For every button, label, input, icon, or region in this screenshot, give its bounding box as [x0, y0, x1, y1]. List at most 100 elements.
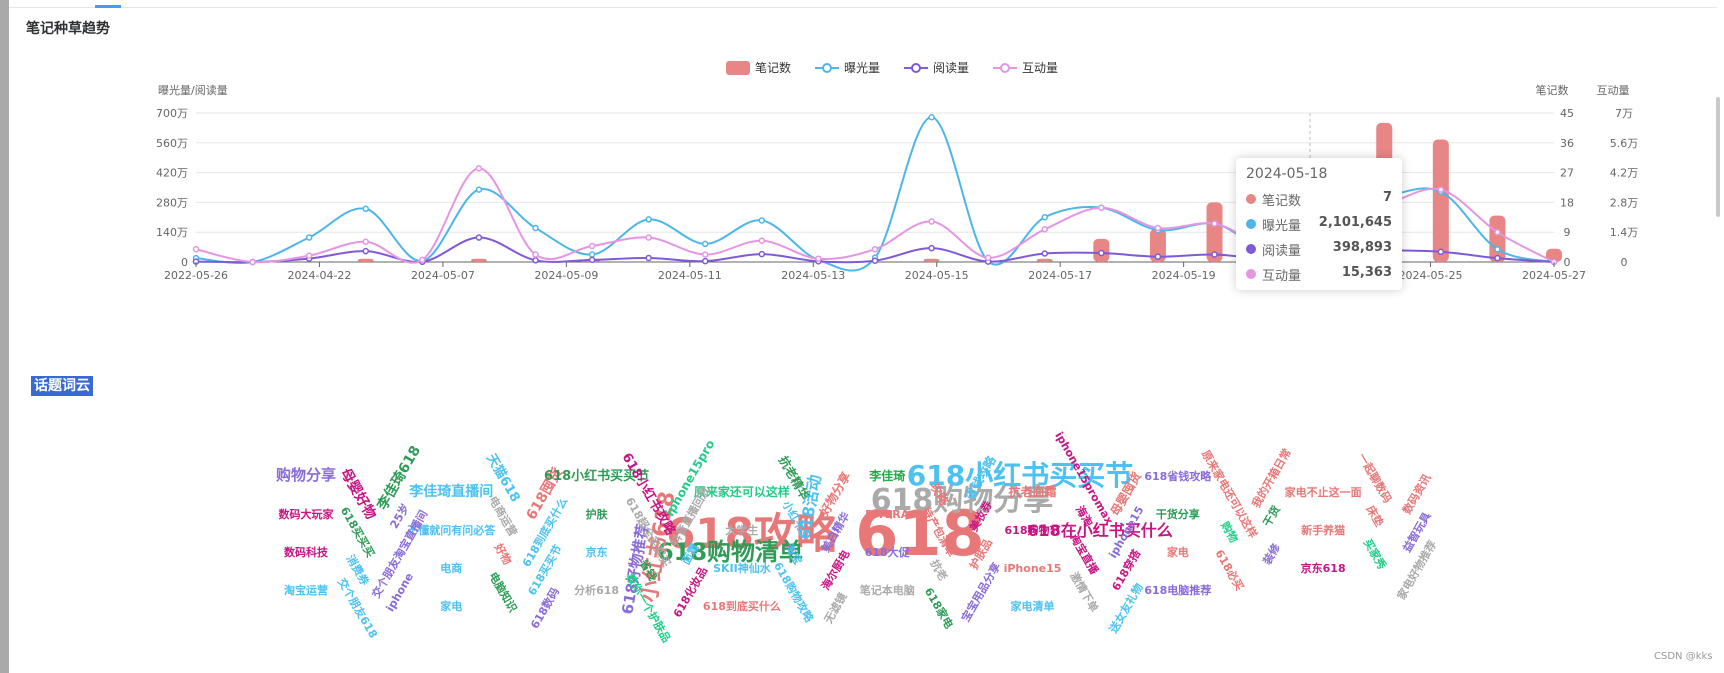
word-cloud-word: 618家电: [922, 585, 957, 631]
tooltip-row-interaction: 互动量 15,363: [1246, 265, 1392, 284]
line-point: [1041, 250, 1048, 257]
word-cloud-word: 618必买: [1212, 547, 1247, 593]
y-right-tick-label-interaction: 2.8万: [1610, 196, 1639, 209]
legend-label: 互动量: [1022, 61, 1058, 75]
line-point: [532, 224, 539, 232]
line-point: [1098, 249, 1105, 257]
line-point: [249, 258, 256, 266]
word-cloud-word: 家电: [440, 599, 462, 613]
tooltip-date: 2024-05-18: [1246, 166, 1328, 182]
word-cloud-word: 床垫: [1363, 503, 1386, 529]
x-tick-label: 2024-05-07: [411, 269, 475, 282]
bar-notes: [470, 258, 487, 262]
legend-swatch-bar: [726, 61, 750, 75]
word-cloud-word: 618小红书买买节: [544, 468, 649, 484]
line-point: [362, 205, 369, 213]
y-right-tick-label-notes: 18: [1560, 196, 1574, 209]
line-point: [645, 216, 652, 223]
x-tick-label: 2022-05-26: [164, 269, 228, 282]
tooltip-series-name: 曝光量: [1262, 219, 1302, 234]
y-right-tick-label-notes: 27: [1560, 167, 1574, 180]
word-cloud-word: 新手养猫: [1301, 523, 1345, 537]
bar-notes: [1546, 248, 1562, 262]
y-right-tick-label-notes: 0: [1564, 256, 1571, 269]
line-point: [928, 218, 935, 225]
line-point: [928, 244, 935, 252]
tooltip-series-value: 398,893: [1332, 240, 1392, 255]
y-left-axis-label: 曝光量/阅读量: [158, 83, 228, 97]
line-point: [362, 238, 369, 246]
chart-legend[interactable]: 笔记数 曝光量 阅读量 互动量: [726, 60, 1058, 75]
x-tick-label: 2024-05-15: [905, 269, 969, 282]
word-cloud-word: SKII神仙水: [713, 561, 772, 575]
line-point: [1041, 226, 1048, 233]
tooltip-dot: [1246, 269, 1256, 279]
x-tick-label: 2024-05-09: [534, 269, 598, 282]
tooltip-dot: [1246, 244, 1256, 254]
word-cloud-word: 淘宝运营: [284, 583, 328, 597]
vertical-scrollbar[interactable]: [1716, 97, 1720, 217]
word-cloud-word: 激情下单: [1067, 569, 1101, 614]
left-sidebar-strip: [0, 0, 9, 673]
tab-bar-divider: [9, 7, 1717, 8]
x-tick-label: 2024-05-25: [1399, 269, 1463, 282]
y-left-tick-label: 280万: [156, 196, 188, 209]
line-point: [815, 255, 822, 263]
word-cloud-word: 618购物节: [1005, 523, 1061, 537]
line-point: [1211, 220, 1218, 227]
word-cloud-word: 李佳琦直播间: [408, 483, 493, 500]
line-point: [645, 254, 652, 262]
line-point: [1494, 254, 1501, 262]
legend-swatch-marker: [1000, 63, 1010, 73]
line-point: [362, 247, 369, 255]
word-cloud-word: 护肤: [586, 507, 609, 521]
line-point: [1154, 224, 1162, 232]
bar-notes: [357, 258, 374, 262]
tooltip-row-notes: 笔记数 7: [1246, 190, 1392, 209]
x-tick-label: 2024-05-17: [1028, 269, 1092, 282]
bar-notes: [923, 258, 940, 262]
trend-section-title: 笔记种草趋势: [26, 21, 110, 37]
line-point: [702, 251, 709, 258]
word-cloud-word: 笔记本电脑: [860, 583, 915, 597]
word-cloud-word: 不懂就问有问必答: [407, 523, 496, 537]
legend-label: 笔记数: [755, 60, 791, 75]
line-point: [1437, 248, 1445, 256]
word-cloud-word: 618攻略: [666, 509, 839, 558]
line-point: [305, 234, 313, 241]
y-right-axis-label-interaction: 互动量: [1597, 84, 1630, 97]
legend-swatch-marker: [911, 63, 921, 73]
y-right-tick-label-notes: 45: [1560, 107, 1574, 120]
word-cloud-word: 电脑知识: [486, 569, 520, 614]
line-point: [1041, 214, 1048, 221]
word-cloud-word: 分析618: [574, 583, 619, 597]
word-cloud-word: 618大促: [865, 545, 911, 559]
word-cloud-word: 好物: [491, 540, 515, 567]
x-tick-label: 2024-04-22: [287, 269, 351, 282]
line-point: [645, 234, 652, 241]
word-cloud-word: 李佳琦618: [373, 443, 424, 514]
tooltip-series-value: 7: [1382, 190, 1392, 205]
word-cloud-word: 618: [855, 497, 984, 570]
line-point: [1211, 251, 1218, 258]
line-point: [475, 165, 483, 172]
x-tick-label: 2024-05-19: [1152, 269, 1216, 282]
line-point: [1494, 245, 1501, 253]
tooltip-dot: [1246, 219, 1256, 229]
tooltip-row-reads: 阅读量 398,893: [1246, 240, 1392, 259]
x-tick-label: 2024-05-13: [781, 269, 845, 282]
word-cloud-word: 大学生: [725, 523, 758, 537]
word-cloud-word: 京东: [586, 545, 608, 559]
word-cloud-word: 买家秀: [1361, 536, 1390, 572]
chart-axes: 0 0 0 140万 9 1.4万 280万 18 2.8万 420万 27 4.2万 560万 36 5.…: [156, 107, 1638, 282]
bar-notes: [1149, 228, 1166, 262]
line-point: [532, 251, 539, 258]
y-left-tick-label: 420万: [156, 167, 188, 180]
active-tab-indicator[interactable]: [95, 5, 121, 8]
y-left-tick-label: 0: [181, 256, 188, 269]
legend-swatch-marker: [822, 63, 832, 73]
y-right-tick-label-interaction: 5.6万: [1610, 137, 1639, 150]
chart-tooltip: 2024-05-18 笔记数 7 曝光量 2,101,645 阅读量 398,8…: [1236, 158, 1402, 290]
line-point: [588, 256, 596, 264]
line-point: [475, 186, 483, 193]
